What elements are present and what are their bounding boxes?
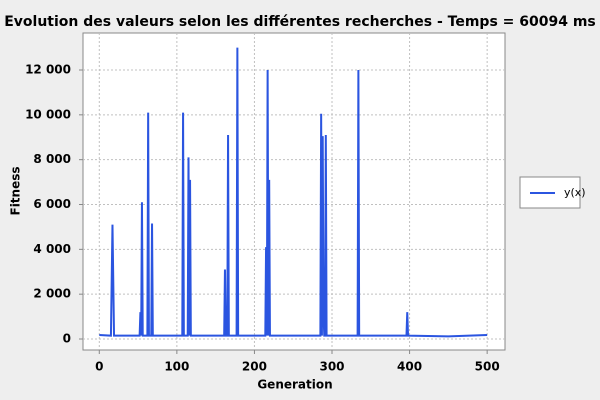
y-tick-label: 8 000 bbox=[33, 152, 71, 166]
x-tick-label: 100 bbox=[164, 360, 189, 374]
plot-area bbox=[82, 32, 506, 351]
chart-title: Evolution des valeurs selon les différen… bbox=[4, 14, 596, 30]
y-tick-label: 4 000 bbox=[33, 242, 71, 256]
legend-label: y(x) bbox=[564, 186, 586, 199]
y-tick-label: 0 bbox=[63, 332, 71, 346]
y-tick-label: 12 000 bbox=[25, 62, 71, 76]
y-tick-label: 6 000 bbox=[33, 197, 71, 211]
x-tick-label: 0 bbox=[95, 360, 103, 374]
x-tick-label: 200 bbox=[242, 360, 267, 374]
x-axis-label: Generation bbox=[257, 378, 332, 392]
y-tick-label: 10 000 bbox=[25, 107, 71, 121]
y-tick-label: 2 000 bbox=[33, 287, 71, 301]
x-tick-label: 400 bbox=[397, 360, 422, 374]
data-line bbox=[99, 47, 488, 338]
x-tick-label: 300 bbox=[319, 360, 344, 374]
y-axis-label: Fitness bbox=[9, 166, 23, 215]
x-tick-label: 500 bbox=[475, 360, 500, 374]
